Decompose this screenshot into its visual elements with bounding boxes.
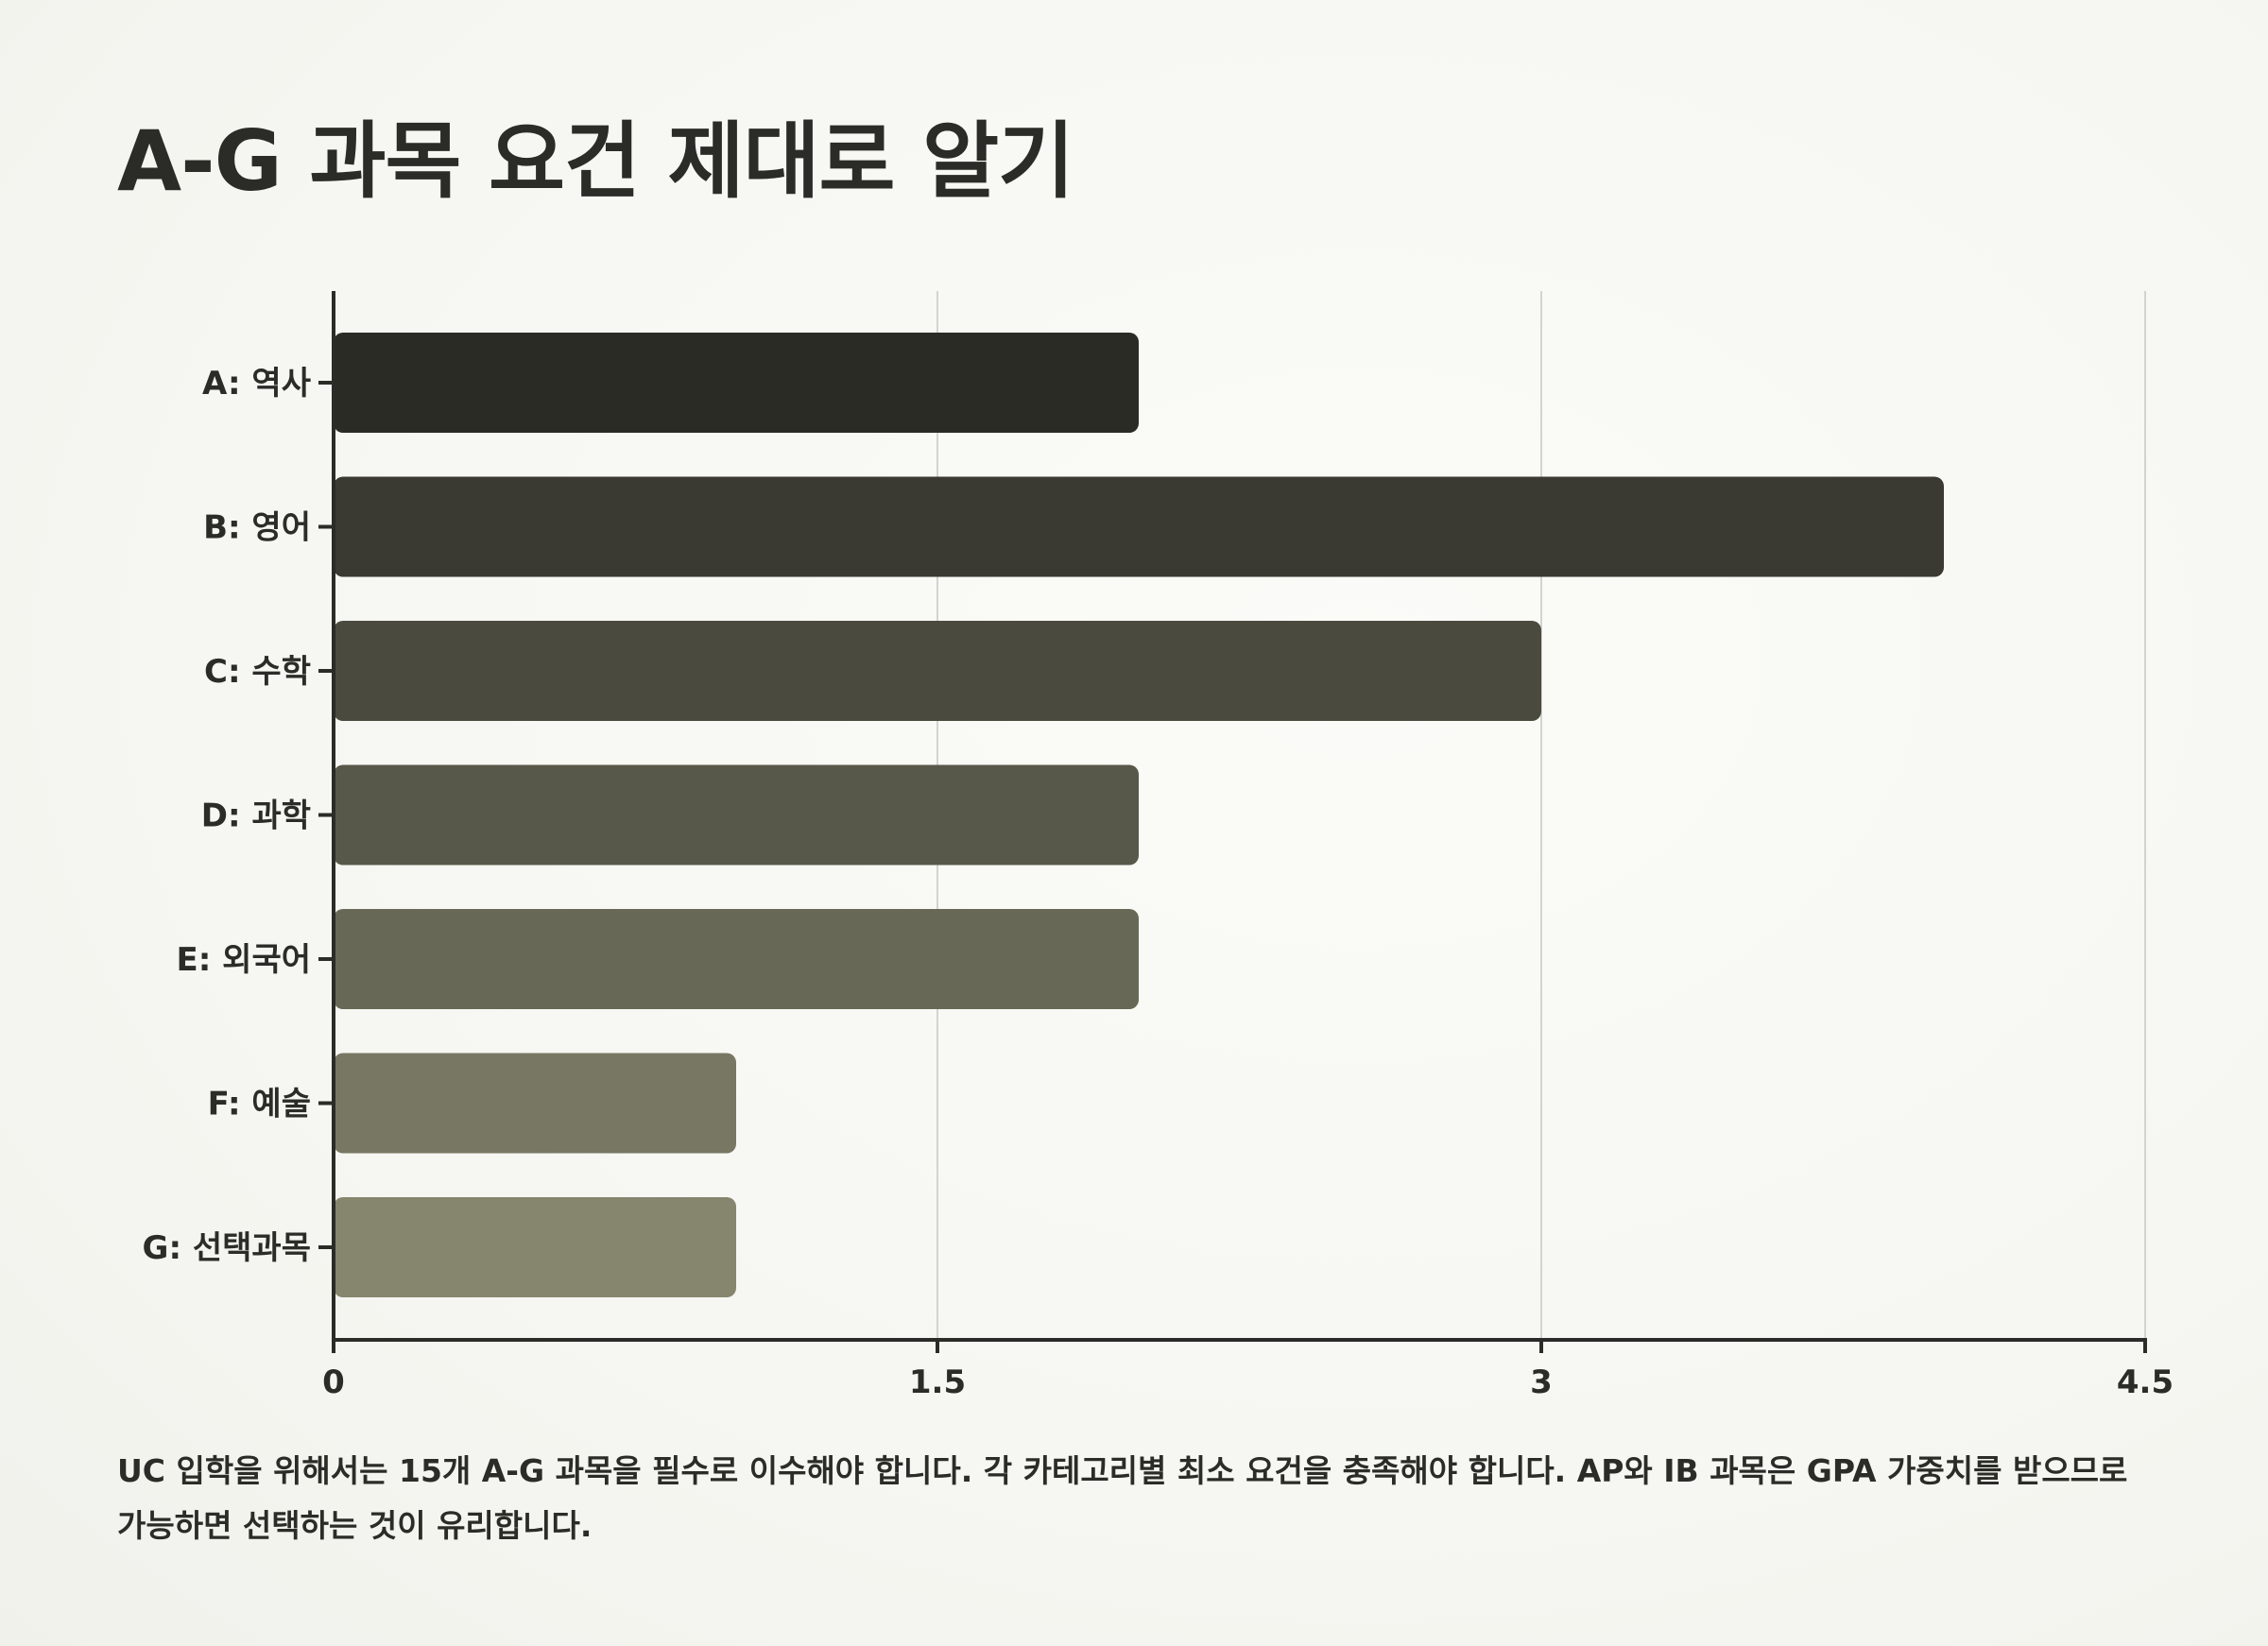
category-label: B: 영어 [203,509,311,547]
category-label: D: 과학 [201,797,311,835]
bar [334,621,1541,721]
x-tick-label: 4.5 [2117,1363,2174,1401]
x-tick-label: 3 [1530,1363,1553,1401]
category-label: A: 역사 [202,365,311,403]
bar [334,333,1139,433]
bar-chart: A: 역사 B: 영어 C: 수학 D: 과학 E: 외국어 F: 예술 G: 선택과목 0 1… [143,291,2174,1401]
category-label: G: 선택과목 [143,1229,311,1267]
bar [334,476,1944,577]
chart-svg: A: 역사 B: 영어 C: 수학 D: 과학 E: 외국어 F: 예술 G: 선택과목 0 1… [143,291,2174,1401]
x-tick-label: 0 [322,1363,345,1401]
page-title: A-G 과목 요건 제대로 알기 [117,112,1074,210]
bars [334,333,1944,1297]
bar [334,1197,736,1297]
axes [318,291,2147,1353]
labels: A: 역사 B: 영어 C: 수학 D: 과학 E: 외국어 F: 예술 G: 선택과목 0 1… [143,365,2174,1401]
bar [334,909,1139,1009]
bar [334,1053,736,1154]
x-tick-label: 1.5 [909,1363,966,1401]
category-label: C: 수학 [204,653,311,691]
category-label: E: 외국어 [177,941,312,979]
bar [334,764,1139,866]
category-label: F: 예술 [208,1086,311,1123]
chart-caption: UC 입학을 위해서는 15개 A-G 과목을 필수로 이수해야 합니다. 각 … [117,1452,2128,1544]
